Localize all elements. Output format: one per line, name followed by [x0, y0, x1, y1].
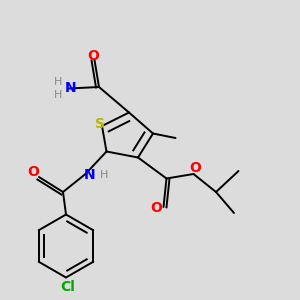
Text: O: O: [28, 165, 40, 178]
Text: H: H: [53, 77, 62, 87]
Text: Cl: Cl: [60, 280, 75, 294]
Text: O: O: [189, 161, 201, 175]
Text: O: O: [150, 202, 162, 215]
Text: N: N: [84, 168, 96, 182]
Text: S: S: [94, 118, 105, 131]
Text: N: N: [65, 82, 76, 95]
Text: O: O: [87, 49, 99, 62]
Text: H: H: [100, 169, 108, 180]
Text: H: H: [53, 90, 62, 100]
